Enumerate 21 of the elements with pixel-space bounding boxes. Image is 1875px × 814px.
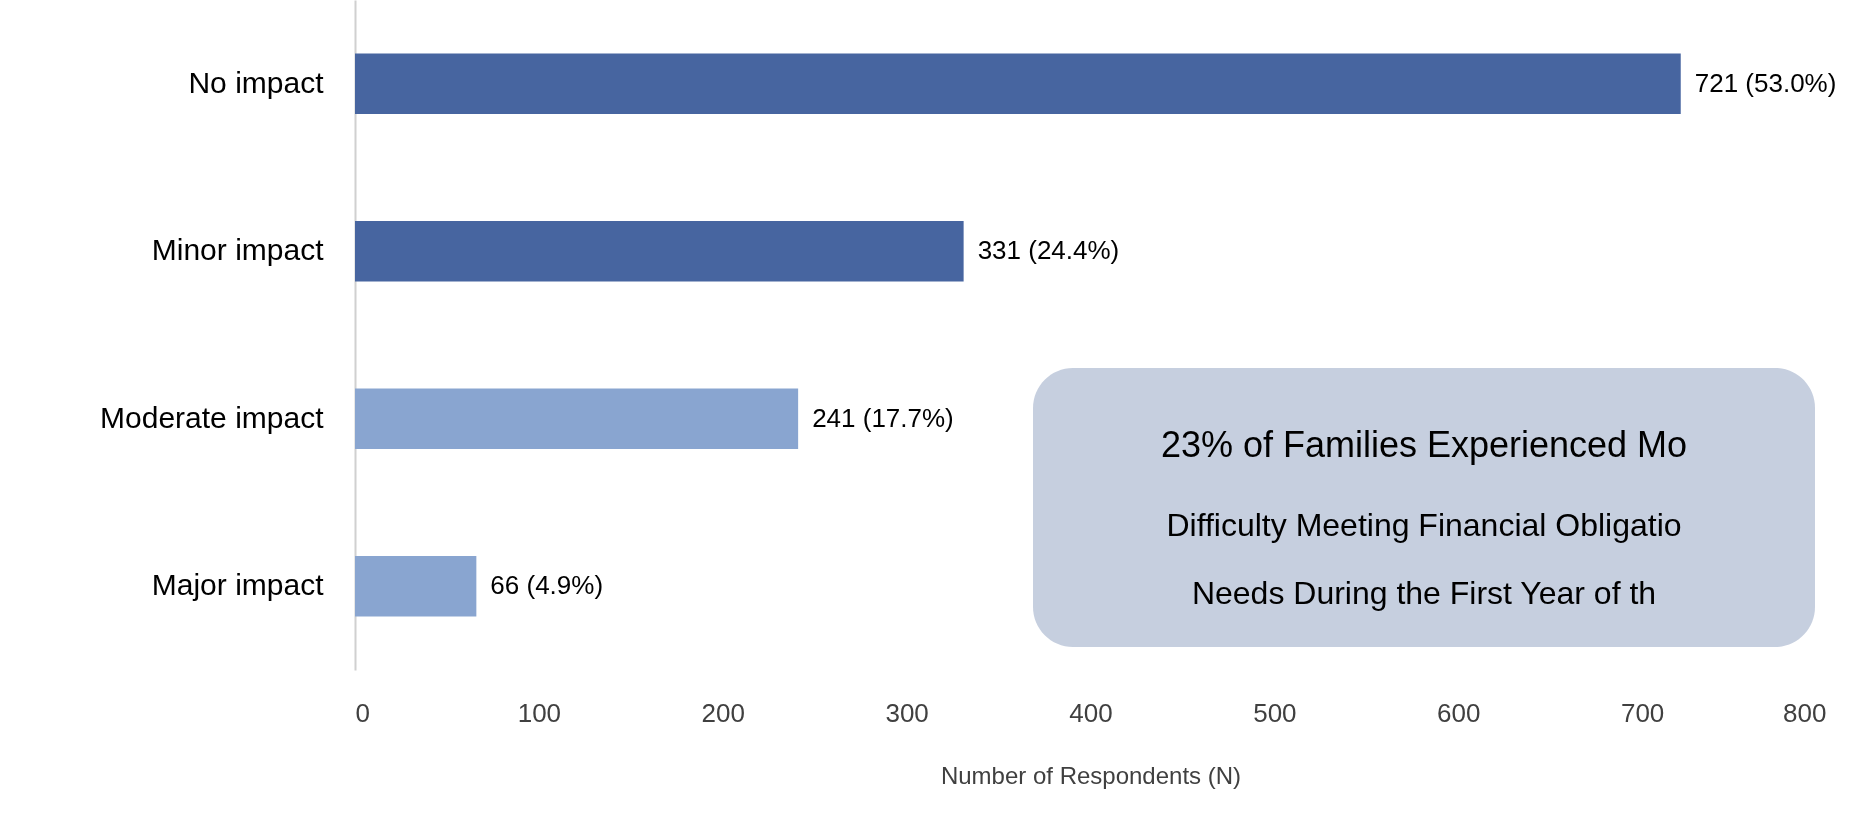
x-tick-label: 400 — [1069, 697, 1113, 728]
x-tick-label: 0 — [355, 697, 370, 728]
x-tick-label: 100 — [517, 697, 562, 728]
x-tick-label: 600 — [1437, 697, 1481, 728]
annotation: Needs During the First Year of th — [1191, 575, 1657, 611]
y-tick-label: Moderate impact — [100, 400, 325, 434]
y-tick-label: Minor impact — [151, 233, 325, 267]
y-tick-label: Major impact — [151, 568, 325, 602]
x-tick-label: 200 — [701, 697, 745, 728]
x-axis-title: Number of Respondents (N) — [940, 761, 1242, 789]
data-label: 721 (53.0%) — [1694, 67, 1837, 98]
x-tick-label: 700 — [1620, 697, 1665, 728]
x-tick-label: 300 — [885, 697, 929, 728]
x-tick-label: 800 — [1783, 697, 1827, 728]
data-label: 66 (4.9%) — [490, 570, 604, 601]
annotation: Difficulty Meeting Financial Obligatio — [1166, 507, 1682, 543]
data-label: 241 (17.7%) — [812, 402, 954, 433]
y-tick-label: No impact — [188, 65, 325, 99]
x-tick-label: 500 — [1253, 697, 1297, 728]
data-label: 331 (24.4%) — [977, 235, 1120, 266]
annotation: 23% of Families Experienced Mo — [1160, 424, 1688, 465]
